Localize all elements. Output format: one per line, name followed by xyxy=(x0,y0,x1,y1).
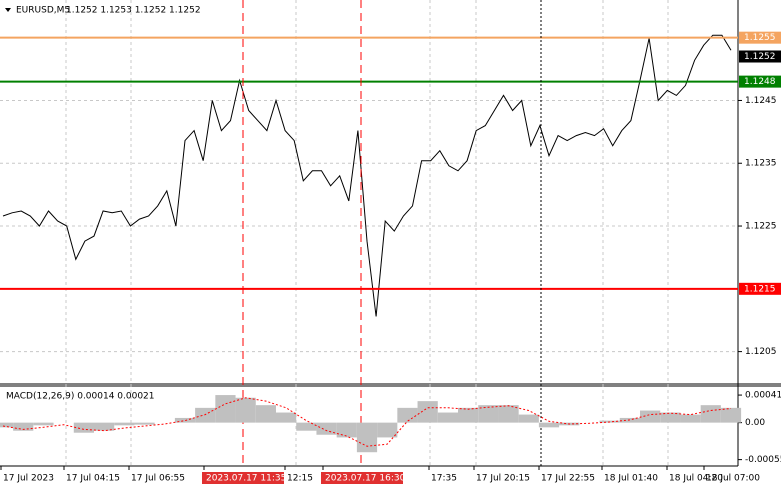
macd-title: MACD(12,26,9) 0.00014 0.00021 xyxy=(6,392,155,402)
chart-subtitle: 1.1252 1.1253 1.1252 1.1252 xyxy=(66,6,201,16)
macd-bar xyxy=(114,422,135,426)
x-tick-label: 17 Jul 22:55 xyxy=(541,474,595,484)
macd-bar xyxy=(276,412,297,423)
chart-title: EURUSD,M5 xyxy=(16,6,70,16)
y-tick-label: -0.00055 xyxy=(745,455,781,465)
level-label: 1.1215 xyxy=(744,284,776,294)
y-tick-label: 1.1225 xyxy=(745,222,777,232)
level-label-bg xyxy=(739,75,781,88)
macd-bar xyxy=(235,397,256,423)
macd-bar xyxy=(498,405,519,423)
x-tick-label: 12:15 xyxy=(287,474,313,484)
x-tick-label: 17 Jul 20:15 xyxy=(476,474,530,484)
macd-bar xyxy=(94,422,115,431)
x-label-bg xyxy=(202,472,284,484)
x-tick-label: 18 Jul 04:20 xyxy=(669,474,723,484)
macd-bar xyxy=(316,422,337,435)
price-line xyxy=(2,34,732,317)
level-label-bg xyxy=(739,31,781,44)
macd-bar xyxy=(174,417,196,423)
macd-bar xyxy=(720,407,742,423)
macd-bar xyxy=(356,422,378,453)
x-tick-label: 17 Jul 06:55 xyxy=(131,474,185,484)
macd-bar xyxy=(660,412,681,423)
macd-bar xyxy=(700,405,721,423)
x-label-bg xyxy=(321,472,403,484)
macd-bar xyxy=(437,412,458,423)
y-tick-label: 1.1235 xyxy=(745,159,777,169)
level-label-bg xyxy=(739,282,781,295)
macd-bar xyxy=(215,395,236,423)
x-tick-label: 18 Jul 07:00 xyxy=(706,474,760,484)
macd-bar xyxy=(397,407,418,423)
macd-bar xyxy=(134,422,155,425)
x-tick-label: 18 Jul 01:40 xyxy=(604,474,658,484)
macd-bar xyxy=(518,414,539,423)
macd-bar xyxy=(336,422,357,438)
macd-bar xyxy=(417,401,438,423)
macd-bar xyxy=(33,422,54,426)
macd-bar xyxy=(73,422,94,433)
x-tick-label: 2023.07.17 16:30 xyxy=(325,474,406,484)
macd-bar xyxy=(0,422,14,428)
x-tick-label: 17 Jul 2023 xyxy=(3,474,54,484)
level-label-bg xyxy=(739,50,781,63)
macd-bar xyxy=(478,405,499,423)
level-label: 1.1255 xyxy=(744,33,776,43)
y-tick-label: 0.00041 xyxy=(745,391,781,401)
macd-bar xyxy=(195,407,216,423)
level-label: 1.1248 xyxy=(744,77,776,87)
signal-line xyxy=(2,397,732,447)
macd-bar xyxy=(377,422,398,438)
macd-bar xyxy=(640,410,661,423)
macd-bar xyxy=(680,414,701,423)
macd-bar xyxy=(296,422,317,431)
x-tick-label: 2023.07.17 11:35 xyxy=(206,474,286,484)
x-tick-label: 17 Jul 04:15 xyxy=(66,474,120,484)
y-tick-label: 0.00 xyxy=(745,418,765,428)
macd-bar xyxy=(458,407,479,423)
y-tick-label: 1.1245 xyxy=(745,96,777,106)
macd-bar xyxy=(538,422,560,428)
macd-bar xyxy=(13,422,34,431)
macd-bar xyxy=(255,405,276,423)
level-label: 1.1252 xyxy=(744,52,776,62)
x-tick-label: 17:35 xyxy=(431,474,457,484)
y-tick-label: 1.1205 xyxy=(745,347,777,357)
menu-arrow xyxy=(5,8,11,12)
